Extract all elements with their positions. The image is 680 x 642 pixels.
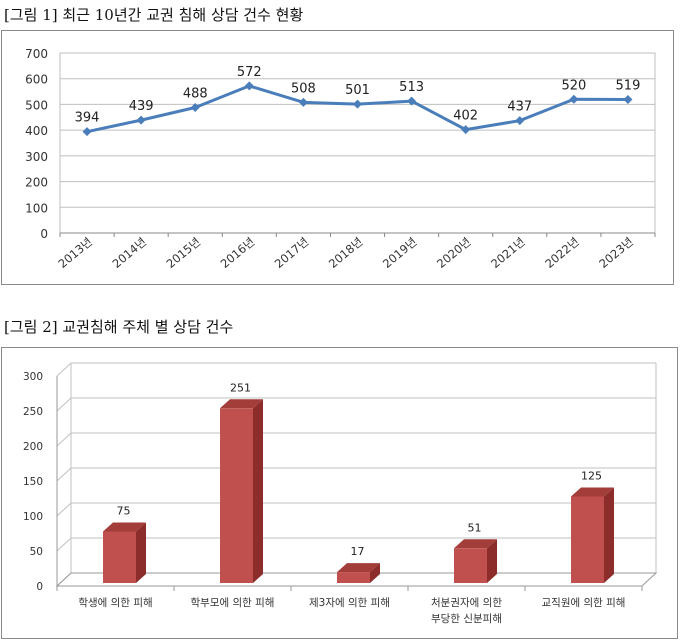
bar-chart-container: 0 50 100 150 200 250 300 75 학생에 의한 피해 251 학부모에 의한 … <box>1 347 678 639</box>
y-tick-label: 200 <box>25 176 48 190</box>
y-tick-label: 600 <box>25 73 48 87</box>
x-tick-label: 부당한 신분피해 <box>431 612 502 625</box>
bar-chart: 0 50 100 150 200 250 300 75 학생에 의한 피해 251 학부모에 의한 … <box>23 362 658 625</box>
data-label: 437 <box>507 100 532 115</box>
data-point <box>623 95 633 105</box>
x-tick-label: 2023년 <box>596 235 636 271</box>
data-label: 251 <box>230 381 251 394</box>
data-label: 125 <box>581 470 602 483</box>
data-label: 520 <box>561 78 586 93</box>
x-tick-label: 2015년 <box>164 235 204 271</box>
figure2-title: [그림 2] 교권침해 주체 별 상담 건수 <box>4 318 234 336</box>
side-gridline <box>56 397 72 412</box>
data-point <box>244 81 254 91</box>
x-tick-label: 처분권자에 의한 <box>431 597 502 609</box>
y-tick-label: 200 <box>23 441 43 453</box>
side-gridline <box>56 537 72 552</box>
y-tick-label: 0 <box>40 227 48 241</box>
side-gridline <box>56 432 72 447</box>
side-gridline <box>56 362 72 377</box>
data-label: 439 <box>129 99 154 114</box>
bar-side <box>604 487 614 583</box>
side-gridline <box>56 467 72 482</box>
x-tick-label: 2022년 <box>542 235 582 271</box>
bar-top <box>337 563 380 573</box>
data-label: 572 <box>237 65 262 80</box>
side-gridline <box>56 502 72 517</box>
x-tick-label: 2017년 <box>272 235 312 271</box>
bar-top <box>454 539 497 549</box>
bar-side <box>487 539 497 583</box>
data-label: 513 <box>399 80 424 95</box>
floor <box>55 572 658 587</box>
bar-side <box>136 522 146 583</box>
bar <box>571 496 604 583</box>
data-label: 508 <box>291 81 316 96</box>
x-tick-label: 2018년 <box>326 235 366 271</box>
data-label: 17 <box>351 545 365 558</box>
x-tick-label: 교직원에 의한 피해 <box>542 596 626 609</box>
bar-side <box>253 399 263 583</box>
x-tick-label: 2013년 <box>55 235 95 271</box>
y-tick-label: 0 <box>36 581 43 593</box>
y-tick-label: 500 <box>25 98 48 112</box>
data-label: 402 <box>453 109 478 124</box>
data-point <box>298 97 308 107</box>
x-tick-label: 제3자에 의한 피해 <box>309 596 390 609</box>
x-tick-label: 학부모에 의한 피해 <box>191 596 275 609</box>
data-label: 501 <box>345 83 370 98</box>
data-point <box>407 96 417 106</box>
data-label: 394 <box>75 111 100 126</box>
y-tick-label: 50 <box>30 546 43 558</box>
data-point <box>136 115 146 125</box>
y-tick-label: 100 <box>23 511 43 523</box>
data-point <box>82 127 92 137</box>
x-tick-label: 학생에 의한 피해 <box>78 596 152 609</box>
y-tick-label: 700 <box>25 47 48 61</box>
data-point <box>190 103 200 113</box>
y-tick-label: 300 <box>25 150 48 164</box>
x-tick-label: 2021년 <box>488 235 528 271</box>
y-tick-label: 400 <box>25 124 48 138</box>
figure1-title: [그림 1] 최근 10년간 교권 침해 상담 건수 현황 <box>4 6 304 24</box>
bar <box>220 408 253 583</box>
data-point <box>569 94 579 104</box>
y-tick-label: 150 <box>23 476 43 488</box>
data-label: 519 <box>616 79 641 94</box>
y-tick-label: 250 <box>23 406 43 418</box>
bar-top <box>571 487 614 497</box>
bar <box>103 531 136 583</box>
data-label: 488 <box>183 87 208 102</box>
y-tick-label: 300 <box>23 371 43 383</box>
data-label: 51 <box>468 521 482 534</box>
bar-top <box>220 399 263 409</box>
data-point <box>461 125 471 135</box>
bar-side <box>370 563 380 583</box>
line-chart: 0 100 200 300 400 500 600 700 2013년 2014년 2015년 201… <box>25 47 656 271</box>
data-label: 75 <box>117 505 131 518</box>
bar <box>454 548 487 583</box>
y-tick-label: 100 <box>25 201 48 215</box>
data-point <box>353 99 362 109</box>
x-tick-label: 2014년 <box>110 235 150 271</box>
x-tick-label: 2019년 <box>380 235 420 271</box>
line-chart-container: 0 100 200 300 400 500 600 700 2013년 2014년 2015년 201… <box>1 30 674 285</box>
x-tick-label: 2016년 <box>218 235 258 271</box>
bar <box>337 572 370 583</box>
x-tick-label: 2020년 <box>434 235 474 271</box>
data-point <box>515 116 525 126</box>
bar-top <box>103 522 146 532</box>
